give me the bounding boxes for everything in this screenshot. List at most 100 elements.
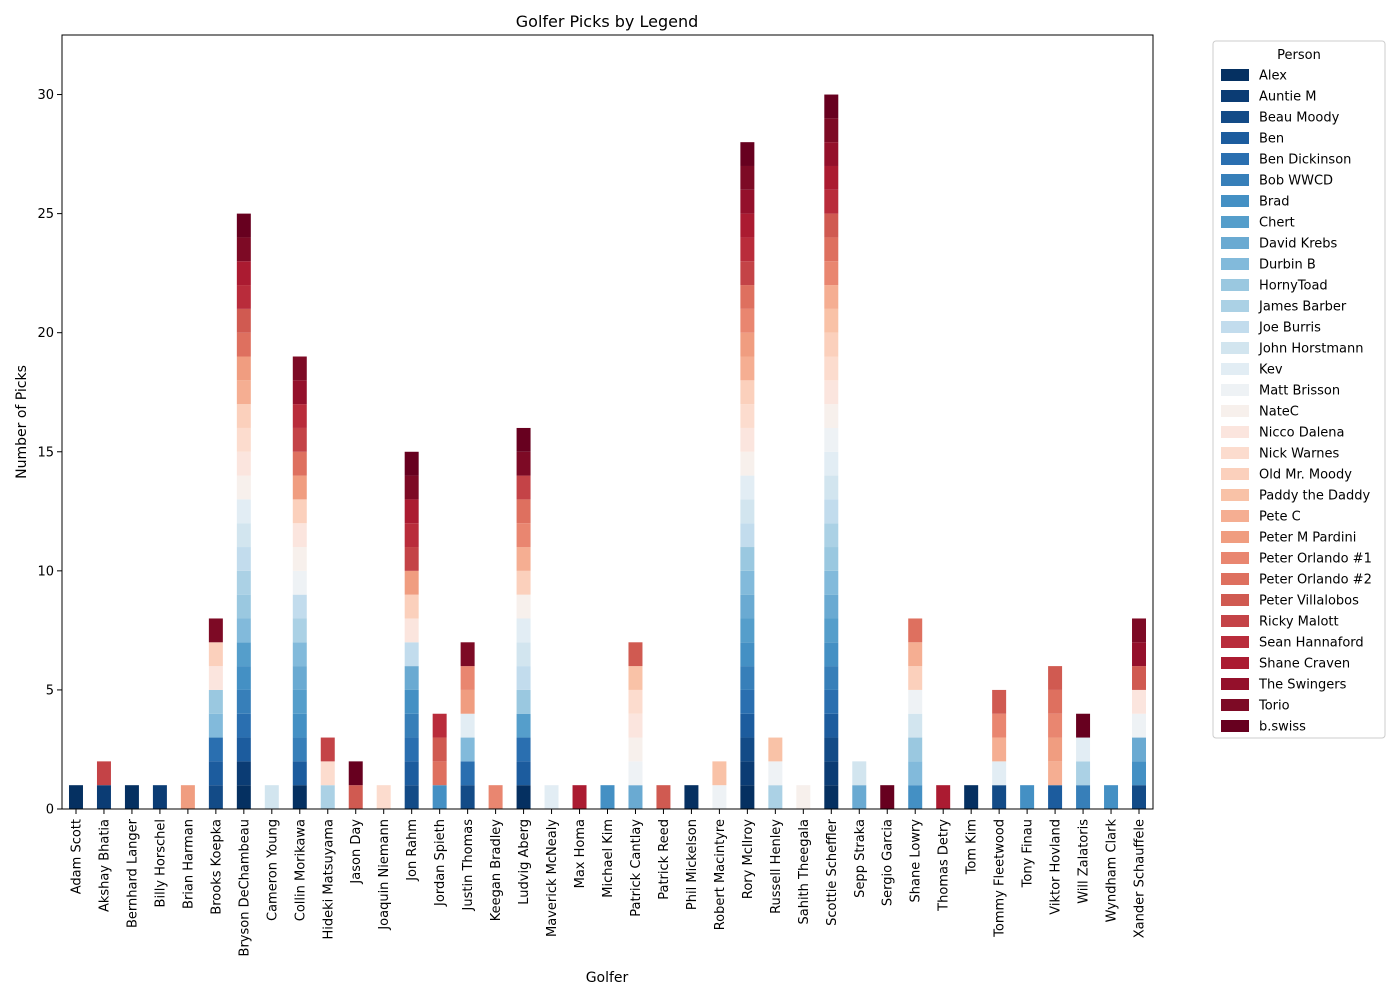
x-tick-label: Tony Finau (1021, 819, 1036, 888)
bar-segment (292, 594, 307, 619)
bar-segment (824, 547, 839, 571)
bar-segment (908, 761, 923, 786)
bar-segment (516, 451, 531, 476)
bar-segment (1048, 713, 1063, 738)
x-tick-label: Cameron Young (265, 819, 280, 921)
legend-swatch (1221, 195, 1249, 207)
bar-segment (544, 785, 559, 809)
bar-segment (208, 642, 223, 667)
x-tick-label: Scottie Scheffler (825, 818, 840, 925)
bar-segment (740, 189, 755, 214)
bar-segment (404, 666, 419, 690)
legend-items: Alex Auntie M Beau Moody Ben Ben Dickinson Bo… (1221, 69, 1372, 735)
bar-segment (824, 642, 839, 667)
bar-segment (824, 666, 839, 690)
bar-segment (460, 689, 475, 714)
bar-segment (404, 642, 419, 667)
bar-segment (236, 547, 251, 571)
bar-segment (824, 142, 839, 166)
bar-segment (404, 523, 419, 548)
bar-segment (404, 570, 419, 595)
x-tick-label: Patrick Cantlay (629, 819, 644, 917)
bar-segment (292, 618, 307, 643)
bar-segment (320, 737, 335, 762)
bar-segment (656, 785, 671, 809)
x-tick-label: Rory McIlroy (741, 819, 756, 899)
bar-segment (348, 785, 363, 809)
legend-swatch (1221, 237, 1249, 249)
bar-segment (740, 689, 755, 714)
bar-segment (740, 427, 755, 452)
bar-segment (292, 427, 307, 452)
legend-entry-label: Nicco Dalena (1259, 426, 1345, 441)
x-tick-label: Russell Henley (769, 819, 784, 914)
legend-swatch (1221, 636, 1249, 648)
bar-segment (1132, 713, 1147, 738)
bar-segment (460, 642, 475, 667)
bar-segment (208, 785, 223, 809)
bar-segment (908, 618, 923, 643)
legend-swatch (1221, 279, 1249, 291)
bar-segment (908, 642, 923, 667)
bar-segment (824, 189, 839, 214)
x-tick-label: Adam Scott (69, 819, 84, 894)
bar-segment (516, 761, 531, 786)
bar-segment (516, 737, 531, 762)
bar-segment (208, 737, 223, 762)
legend-entry-label: Peter Orlando #1 (1259, 552, 1372, 567)
bar-segment (236, 356, 251, 381)
legend-swatch (1221, 258, 1249, 270)
legend-entry-label: NateC (1259, 405, 1299, 420)
x-tick-label: Billy Horschel (153, 819, 168, 907)
x-tick-label: Phil Mickelson (685, 819, 700, 910)
legend-swatch (1221, 657, 1249, 669)
bar-segment (628, 785, 643, 809)
bar-segment (936, 785, 951, 809)
bar-segment (740, 499, 755, 524)
x-tick-label: Jason Day (349, 819, 364, 885)
bar-segment (236, 475, 251, 500)
bar-segment (740, 547, 755, 571)
bar-segment (740, 404, 755, 428)
bar-segment (824, 594, 839, 619)
legend-swatch (1221, 552, 1249, 564)
bar-segment (208, 713, 223, 738)
bar-segment (1132, 642, 1147, 667)
legend-swatch (1221, 174, 1249, 186)
y-tick-label: 20 (37, 326, 54, 341)
bar-segment (992, 785, 1007, 809)
bar-segment (236, 332, 251, 357)
bar-segment (740, 523, 755, 548)
bar-segment (1132, 689, 1147, 714)
bar-segment (1048, 666, 1063, 690)
bar-segment (740, 380, 755, 405)
bar-segment (516, 713, 531, 738)
legend-swatch (1221, 132, 1249, 144)
legend-entry-label: Kev (1259, 363, 1283, 378)
legend-entry-label: Durbin B (1259, 258, 1316, 273)
legend-swatch (1221, 405, 1249, 417)
legend-entry-label: Torio (1258, 699, 1290, 714)
bar-segment (712, 785, 727, 809)
bar-segment (992, 689, 1007, 714)
bar-segment (180, 785, 195, 809)
bar-segment (824, 165, 839, 190)
y-tick-label: 30 (37, 88, 54, 103)
legend-swatch (1221, 153, 1249, 165)
y-tick-label: 25 (37, 207, 54, 222)
legend-entry-label: David Krebs (1259, 237, 1338, 252)
bar-segment (740, 594, 755, 619)
bars-layer (68, 94, 1147, 809)
bar-segment (628, 642, 643, 667)
legend-entry-label: Peter Villalobos (1259, 594, 1359, 609)
bar-segment (404, 475, 419, 500)
bar-segment (404, 785, 419, 809)
bar-segment (740, 308, 755, 333)
legend-swatch (1221, 111, 1249, 123)
bar-segment (908, 713, 923, 738)
bar-segment (740, 332, 755, 357)
bar-segment (404, 689, 419, 714)
bar-segment (740, 761, 755, 786)
bar-segment (236, 737, 251, 762)
x-tick-label: Collin Morikawa (293, 819, 308, 921)
